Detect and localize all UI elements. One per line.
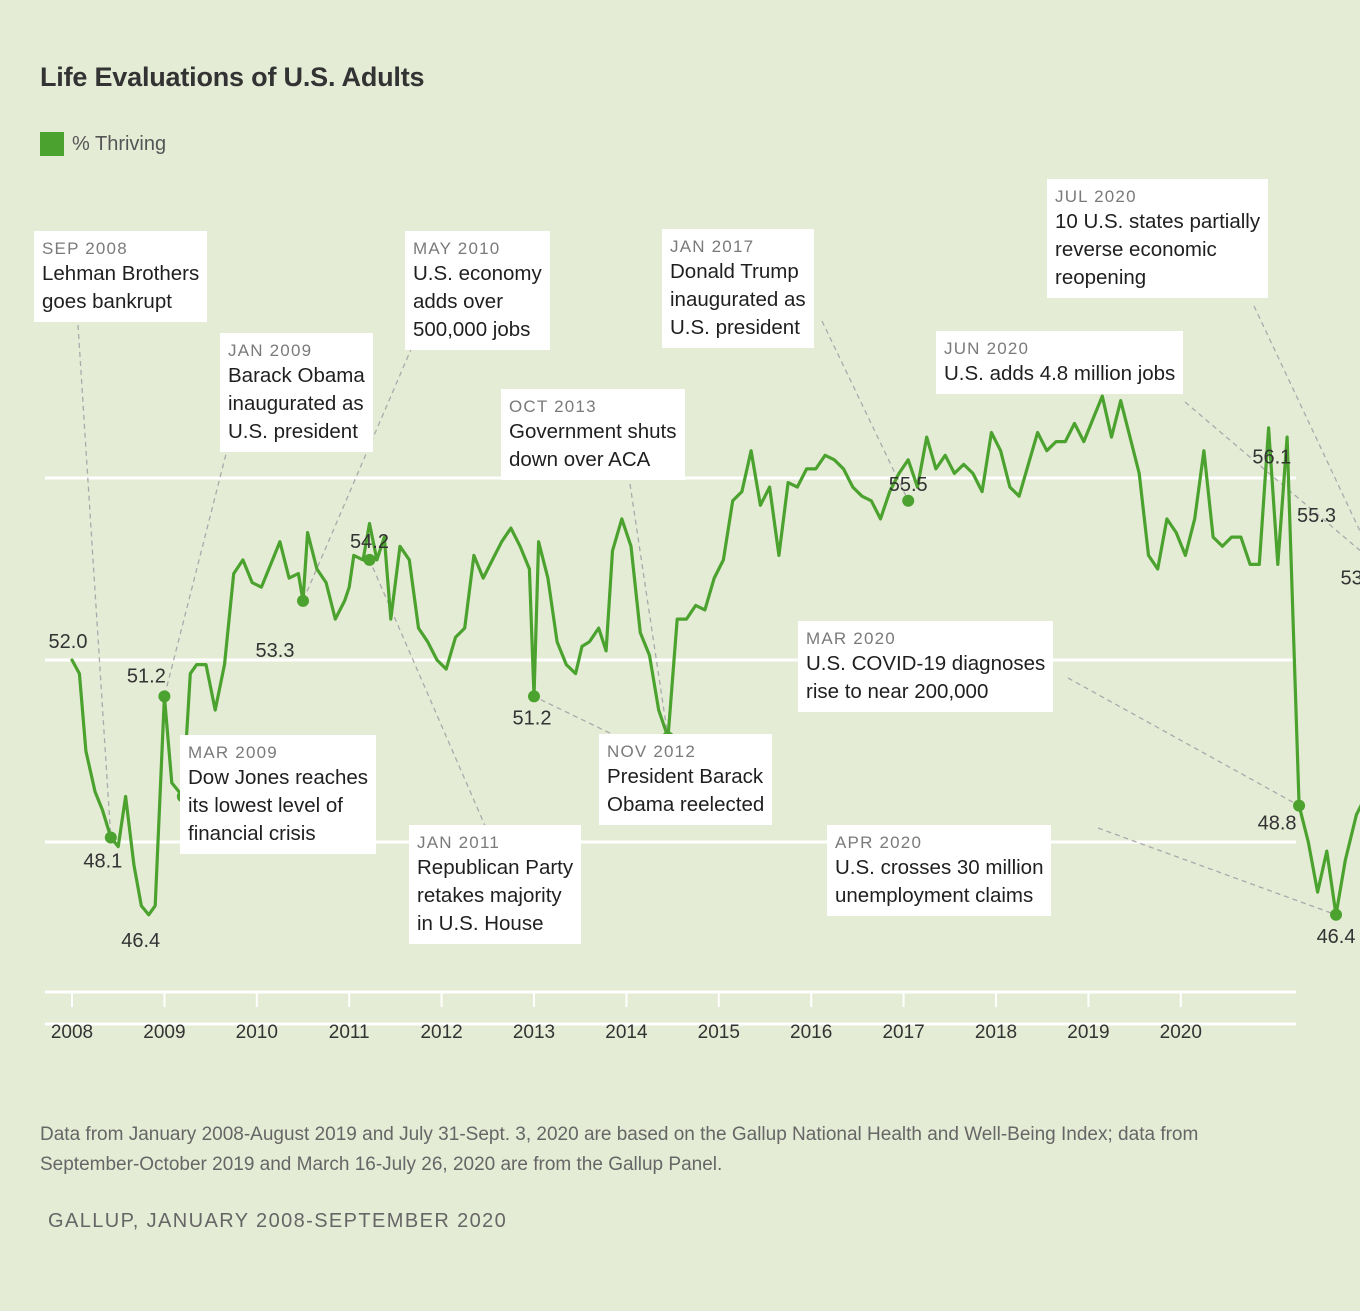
x-tick-label: 2016 bbox=[790, 1022, 832, 1043]
callout-mar-2020: MAR 2020 U.S. COVID-19 diagnoses rise to… bbox=[798, 621, 1054, 712]
callout-jun-2020: JUN 2020 U.S. adds 4.8 million jobs bbox=[936, 331, 1184, 394]
x-tick-label: 2015 bbox=[698, 1022, 740, 1043]
point-label: 51.2 bbox=[513, 707, 552, 729]
callout-sep-2008: SEP 2008 Lehman Brothers goes bankrupt bbox=[34, 231, 208, 322]
callout-text: Lehman Brothers goes bankrupt bbox=[42, 262, 200, 313]
callout-jan-2011: JAN 2011 Republican Party retakes majori… bbox=[409, 825, 582, 944]
chart-title: Life Evaluations of U.S. Adults bbox=[40, 62, 425, 92]
point-label: 53.3 bbox=[256, 640, 295, 662]
leader-line bbox=[1253, 305, 1360, 533]
x-tick-label: 2013 bbox=[513, 1022, 555, 1043]
x-tick-label: 2012 bbox=[420, 1022, 462, 1043]
point-label: 46.4 bbox=[121, 930, 160, 952]
point-label: 46.4 bbox=[1317, 926, 1356, 948]
leader-line bbox=[533, 695, 619, 738]
point-label: 56.1 bbox=[1252, 446, 1291, 468]
callout-jul-2020: JUL 2020 10 U.S. states partially revers… bbox=[1047, 179, 1269, 298]
point-label: 55.3 bbox=[1297, 505, 1336, 527]
data-point-marker bbox=[363, 553, 376, 566]
data-point-marker bbox=[104, 831, 117, 844]
callout-jan-2017: JAN 2017 Donald Trump inaugurated as U.S… bbox=[662, 229, 814, 348]
x-tick-label: 2010 bbox=[236, 1022, 278, 1043]
callout-text: Republican Party retakes majority in U.S… bbox=[417, 856, 574, 935]
callout-text: President Barack Obama reelected bbox=[607, 765, 765, 816]
callout-date: APR 2020 bbox=[835, 833, 923, 852]
legend: % Thriving bbox=[40, 132, 166, 156]
callout-text: U.S. crosses 30 million unemployment cla… bbox=[835, 856, 1044, 907]
footnote: Data from January 2008-August 2019 and J… bbox=[40, 1124, 1199, 1175]
point-label: 54.2 bbox=[350, 531, 389, 553]
point-markers bbox=[104, 494, 1343, 921]
leader-line bbox=[821, 320, 909, 502]
leader-line bbox=[163, 445, 229, 697]
x-tick-label: 2009 bbox=[143, 1022, 185, 1043]
leader-line bbox=[1097, 827, 1337, 916]
x-tick-label: 2017 bbox=[882, 1022, 924, 1043]
point-labels: 52.048.146.451.249.053.354.251.250.355.5… bbox=[49, 446, 1360, 951]
source-line: GALLUP, JANUARY 2008-SEPTEMBER 2020 bbox=[48, 1210, 508, 1232]
callout-text: U.S. economy adds over 500,000 jobs bbox=[413, 262, 542, 341]
data-point-marker bbox=[902, 494, 915, 507]
callout-date: OCT 2013 bbox=[509, 397, 597, 416]
callout-mar-2009: MAR 2009 Dow Jones reaches its lowest le… bbox=[180, 735, 377, 854]
point-label: 51.2 bbox=[127, 665, 166, 687]
callout-date: JUL 2020 bbox=[1055, 187, 1137, 206]
callout-text: 10 U.S. states partially reverse economi… bbox=[1055, 210, 1261, 289]
callout-date: NOV 2012 bbox=[607, 742, 696, 761]
point-label: 52.0 bbox=[49, 631, 88, 653]
callout-text: U.S. COVID-19 diagnoses rise to near 200… bbox=[806, 652, 1046, 703]
callout-oct-2013: OCT 2013 Government shuts down over ACA bbox=[501, 389, 685, 480]
callout-leader-lines bbox=[77, 305, 1360, 916]
data-point-marker bbox=[1330, 908, 1343, 921]
callout-date: JAN 2009 bbox=[228, 341, 313, 360]
x-axis: 2008 2009 2010 2011 2012 2013 2014 2015 2016 2017… bbox=[45, 990, 1296, 1043]
leader-line bbox=[77, 324, 112, 838]
callout-date: JAN 2011 bbox=[417, 833, 500, 852]
legend-label: % Thriving bbox=[72, 132, 167, 155]
callout-date: JUN 2020 bbox=[944, 339, 1030, 358]
callout-date: MAY 2010 bbox=[413, 239, 501, 258]
callout-may-2010: MAY 2010 U.S. economy adds over 500,000 … bbox=[405, 231, 550, 350]
x-tick-label: 2018 bbox=[975, 1022, 1017, 1043]
legend-swatch bbox=[40, 132, 64, 156]
x-tick-label: 2019 bbox=[1067, 1022, 1109, 1043]
callout-text: Donald Trump inaugurated as U.S. preside… bbox=[670, 260, 806, 339]
leader-line bbox=[629, 483, 669, 738]
callout-text: Barack Obama inaugurated as U.S. preside… bbox=[228, 364, 365, 443]
callout-jan-2009: JAN 2009 Barack Obama inaugurated as U.S… bbox=[220, 333, 373, 452]
series-thriving bbox=[70, 394, 1360, 917]
data-point-marker bbox=[297, 594, 309, 607]
point-label: 48.1 bbox=[83, 850, 122, 872]
point-label: 53.7 bbox=[1340, 568, 1360, 590]
callout-text: U.S. adds 4.8 million jobs bbox=[944, 362, 1176, 385]
callout-date: SEP 2008 bbox=[42, 239, 128, 258]
x-tick-label: 2011 bbox=[329, 1022, 370, 1043]
x-tick-label: 2020 bbox=[1160, 1022, 1202, 1043]
callout-text: Dow Jones reaches its lowest level of fi… bbox=[188, 766, 369, 845]
point-label: 55.5 bbox=[889, 474, 928, 496]
series-line bbox=[70, 394, 1360, 917]
point-label: 48.8 bbox=[1258, 813, 1297, 835]
callout-text: Government shuts down over ACA bbox=[509, 420, 677, 471]
leader-line bbox=[1067, 677, 1300, 807]
leader-line bbox=[302, 346, 413, 602]
callout-date: MAR 2020 bbox=[806, 629, 896, 648]
leader-line bbox=[1184, 401, 1360, 552]
callout-apr-2020: APR 2020 U.S. crosses 30 million unemplo… bbox=[827, 825, 1052, 916]
callout-nov-2012: NOV 2012 President Barack Obama reelecte… bbox=[599, 734, 773, 825]
x-tick-label: 2014 bbox=[605, 1022, 648, 1043]
data-point-marker bbox=[528, 690, 540, 703]
data-point-marker bbox=[1293, 799, 1306, 812]
callout-date: MAR 2009 bbox=[188, 743, 278, 762]
callout-date: JAN 2017 bbox=[670, 237, 755, 256]
x-tick-label: 2008 bbox=[51, 1022, 93, 1043]
data-point-marker bbox=[158, 690, 171, 703]
